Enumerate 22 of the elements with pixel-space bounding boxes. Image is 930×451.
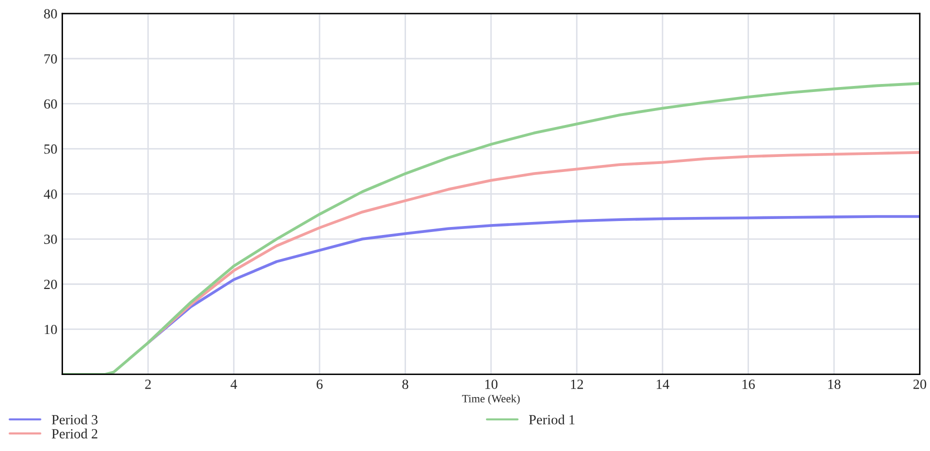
y-tick-label: 30 xyxy=(44,234,57,244)
x-tick-label: 2 xyxy=(145,380,151,389)
x-tick-label: 20 xyxy=(913,380,926,389)
legend-label: Period 1 xyxy=(529,414,574,424)
y-tick-label: 10 xyxy=(44,324,57,334)
x-tick-label: 10 xyxy=(485,380,498,389)
legend-label: Period 2 xyxy=(52,428,98,438)
y-tick-label: 40 xyxy=(44,190,57,199)
legend-label: Period 3 xyxy=(52,414,98,424)
x-tick-label: 6 xyxy=(316,380,323,389)
x-tick-label: 8 xyxy=(402,380,408,389)
x-tick-label: 16 xyxy=(742,380,755,389)
x-tick-label: 18 xyxy=(828,380,840,389)
x-tick-label: 4 xyxy=(230,380,238,389)
y-tick-label: 50 xyxy=(44,144,57,154)
x-tick-label: 14 xyxy=(656,380,670,389)
y-tick-label: 60 xyxy=(44,99,57,109)
y-tick-label: 20 xyxy=(44,280,57,290)
x-tick-label: 12 xyxy=(571,380,583,389)
x-axis-title: Time (Week) xyxy=(462,394,520,405)
y-tick-label: 80 xyxy=(44,9,57,18)
y-tick-label: 70 xyxy=(44,54,57,64)
